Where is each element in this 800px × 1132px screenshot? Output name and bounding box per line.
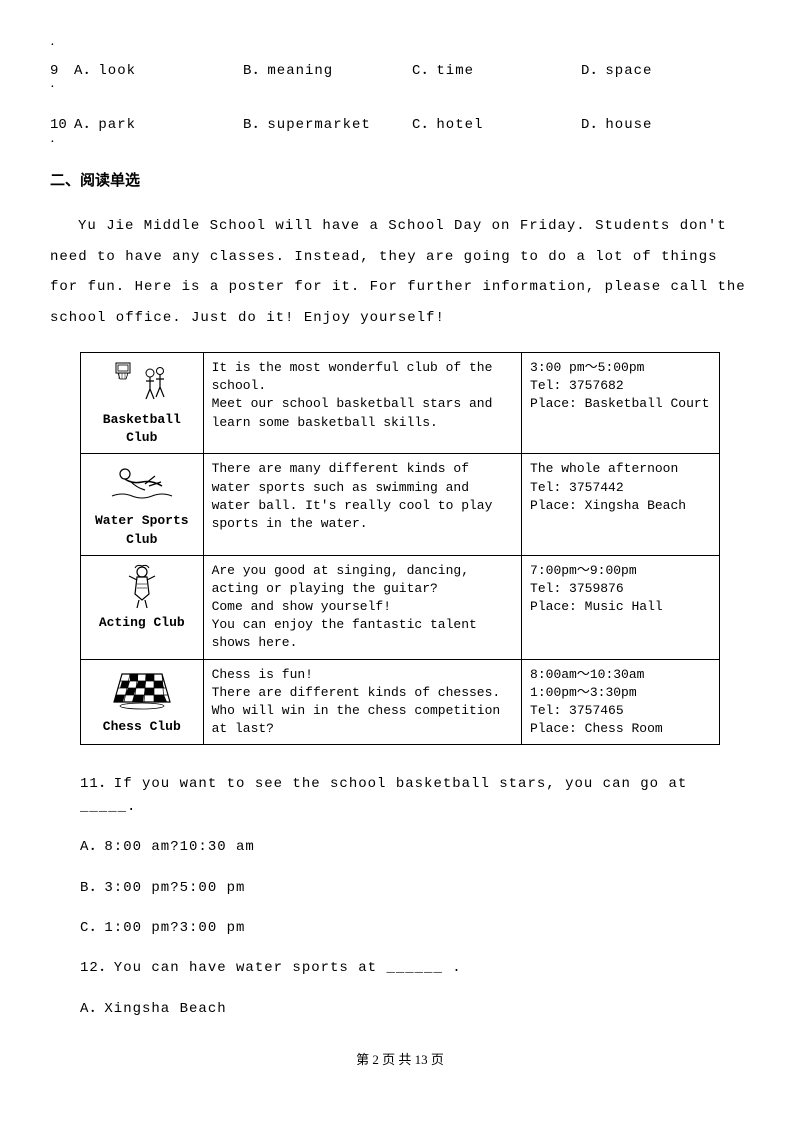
- question-10-row: 10 ． A．park B．supermarket C．hotel D．hous…: [50, 114, 750, 144]
- option-a: A．park: [74, 114, 243, 136]
- q11-option-c: C．1:00 pm?3:00 pm: [80, 917, 750, 939]
- option-d: D．house: [581, 114, 750, 136]
- dot: ．: [50, 40, 750, 48]
- club-desc: It is the most wonderful club of the sch…: [203, 352, 521, 453]
- club-cell-acting: Acting Club: [81, 555, 204, 659]
- q11-option-b: B．3:00 pm?5:00 pm: [80, 877, 750, 899]
- section-title: 二、阅读单选: [50, 169, 750, 193]
- club-info: 3:00 pm～5:00pm Tel: 3757682 Place: Baske…: [522, 352, 720, 453]
- question-11: 11．If you want to see the school basketb…: [80, 773, 750, 818]
- chessboard-icon: [89, 666, 195, 714]
- club-cell-basketball: Basketball Club: [81, 352, 204, 453]
- option-b: B．supermarket: [243, 114, 412, 136]
- performer-icon: [89, 562, 195, 610]
- basketball-icon: [89, 359, 195, 407]
- reading-passage: Yu Jie Middle School will have a School …: [50, 211, 750, 334]
- qnum-9: 9: [50, 60, 70, 82]
- q12-option-a: A．Xingsha Beach: [80, 998, 750, 1020]
- table-row: Water Sports Club There are many differe…: [81, 454, 720, 555]
- club-desc: Chess is fun! There are different kinds …: [203, 659, 521, 745]
- option-d: D．space: [581, 60, 750, 82]
- table-row: Basketball Club It is the most wonderful…: [81, 352, 720, 453]
- options-10: A．park B．supermarket C．hotel D．house: [70, 114, 750, 136]
- option-c: C．hotel: [412, 114, 581, 136]
- club-cell-chess: Chess Club: [81, 659, 204, 745]
- swimmer-icon: [89, 460, 195, 508]
- club-desc: There are many different kinds of water …: [203, 454, 521, 555]
- question-number: 10 ．: [50, 114, 70, 144]
- club-desc: Are you good at singing, dancing, acting…: [203, 555, 521, 659]
- qnum-10: 10: [50, 114, 70, 136]
- table-row: Chess Club Chess is fun! There are diffe…: [81, 659, 720, 745]
- question-9-row: 9 ． A．look B．meaning C．time D．space: [50, 60, 750, 90]
- dot: ．: [50, 137, 70, 145]
- dot: ．: [50, 82, 70, 90]
- club-cell-water: Water Sports Club: [81, 454, 204, 555]
- club-info: 7:00pm～9:00pm Tel: 3759876 Place: Music …: [522, 555, 720, 659]
- option-a: A．look: [74, 60, 243, 82]
- clubs-table: Basketball Club It is the most wonderful…: [80, 352, 720, 745]
- q11-option-a: A．8:00 am?10:30 am: [80, 836, 750, 858]
- club-name: Chess Club: [89, 718, 195, 736]
- club-name: Water Sports Club: [89, 512, 195, 548]
- option-b: B．meaning: [243, 60, 412, 82]
- question-number: 9 ．: [50, 60, 70, 90]
- option-c: C．time: [412, 60, 581, 82]
- table-row: Acting Club Are you good at singing, dan…: [81, 555, 720, 659]
- page-footer: 第 2 页 共 13 页: [50, 1050, 750, 1071]
- club-name: Acting Club: [89, 614, 195, 632]
- options-9: A．look B．meaning C．time D．space: [70, 60, 750, 82]
- club-info: 8:00am～10:30am 1:00pm～3:30pm Tel: 375746…: [522, 659, 720, 745]
- question-12: 12．You can have water sports at ______ .: [80, 957, 750, 979]
- club-name: Basketball Club: [89, 411, 195, 447]
- club-info: The whole afternoon Tel: 3757442 Place: …: [522, 454, 720, 555]
